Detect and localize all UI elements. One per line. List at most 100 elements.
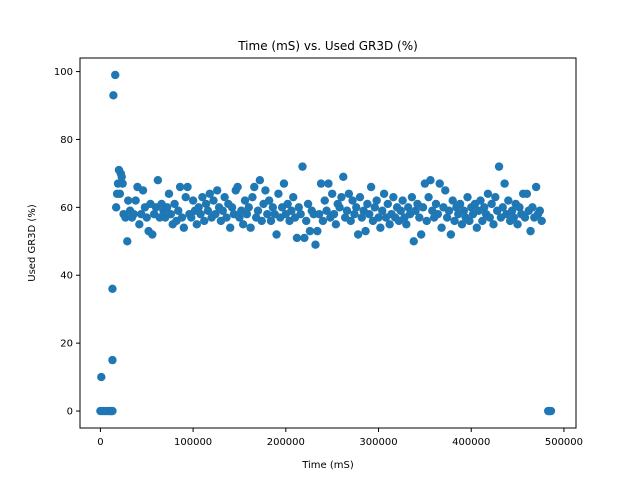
data-point — [463, 192, 472, 202]
data-point — [376, 223, 385, 232]
data-point — [179, 223, 189, 232]
data-point — [164, 189, 174, 198]
data-point — [450, 216, 459, 226]
data-point — [352, 203, 361, 212]
data-point — [211, 209, 220, 219]
data-point — [546, 406, 556, 416]
data-point — [418, 203, 428, 212]
x-tick-label: 0 — [97, 437, 103, 448]
data-point — [135, 220, 144, 229]
data-point — [242, 209, 252, 219]
data-point — [174, 206, 183, 215]
data-point — [396, 206, 405, 215]
data-point — [257, 216, 266, 226]
data-point — [298, 162, 307, 171]
data-point — [363, 199, 372, 209]
data-point — [253, 206, 263, 215]
data-point — [123, 237, 132, 246]
x-tick-label: 400000 — [452, 437, 490, 448]
data-point — [209, 196, 218, 205]
data-point — [138, 186, 148, 195]
data-point — [409, 237, 418, 246]
data-point — [465, 216, 474, 226]
data-point — [509, 213, 519, 222]
y-axis-label: Used GR3D (%) — [27, 204, 38, 282]
data-point — [402, 220, 411, 229]
data-point — [289, 192, 298, 202]
data-point — [175, 182, 185, 192]
data-point — [201, 199, 211, 209]
data-point — [302, 216, 311, 226]
data-point — [142, 213, 151, 222]
data-point — [374, 213, 383, 222]
plot-area — [96, 70, 556, 416]
data-point — [339, 172, 348, 182]
data-point — [478, 216, 487, 226]
data-point — [300, 233, 309, 243]
data-point — [531, 182, 541, 192]
plot-frame — [79, 57, 577, 429]
data-point — [416, 230, 426, 239]
data-point — [442, 213, 452, 222]
data-point — [528, 203, 537, 212]
data-point — [200, 216, 209, 226]
data-point — [187, 213, 196, 222]
x-tick-label: 100000 — [174, 437, 212, 448]
data-point — [111, 203, 121, 212]
y-axis-ticks: 0 20 40 60 80 100 — [54, 67, 80, 418]
y-tick-label: 80 — [60, 135, 73, 146]
data-point — [248, 192, 257, 202]
data-point — [314, 209, 324, 219]
data-point — [329, 209, 339, 219]
data-point — [264, 196, 274, 205]
data-point — [504, 196, 513, 205]
data-point — [344, 189, 354, 198]
data-point — [483, 189, 493, 198]
data-point — [491, 192, 500, 202]
data-point — [115, 189, 125, 198]
data-point — [240, 196, 250, 205]
data-point — [148, 230, 157, 239]
data-point — [355, 192, 365, 202]
data-point — [268, 203, 278, 212]
data-point — [287, 206, 296, 215]
data-point — [181, 192, 190, 202]
data-point — [97, 372, 106, 382]
data-point — [426, 176, 435, 185]
data-point — [500, 179, 509, 188]
data-point — [170, 199, 179, 209]
data-point — [411, 206, 420, 215]
data-point — [379, 189, 389, 198]
data-point — [441, 186, 450, 195]
data-point — [459, 206, 469, 215]
data-point — [455, 199, 465, 209]
chart-title: Time (mS) vs. Used GR3D (%) — [237, 39, 418, 53]
data-point — [489, 220, 498, 229]
data-point — [283, 199, 292, 209]
data-point — [415, 213, 424, 222]
data-point — [398, 196, 407, 205]
data-point — [366, 182, 376, 192]
data-point — [485, 213, 494, 222]
data-point — [431, 199, 441, 209]
data-point — [476, 196, 485, 205]
data-point — [108, 406, 117, 416]
data-point — [353, 230, 363, 239]
data-point — [522, 189, 532, 198]
data-point — [318, 216, 328, 226]
data-point — [203, 206, 213, 215]
x-tick-label: 200000 — [267, 437, 305, 448]
data-point — [227, 203, 237, 212]
y-tick-label: 40 — [60, 271, 73, 282]
data-point — [365, 209, 374, 219]
data-point — [537, 216, 546, 226]
x-axis-label: Time (mS) — [301, 460, 354, 471]
data-point — [385, 220, 394, 229]
x-tick-label: 300000 — [359, 437, 397, 448]
data-point — [108, 284, 117, 294]
data-point — [233, 182, 242, 192]
data-point — [422, 216, 431, 226]
data-point — [220, 192, 229, 202]
data-point — [407, 192, 417, 202]
data-point — [279, 179, 289, 188]
